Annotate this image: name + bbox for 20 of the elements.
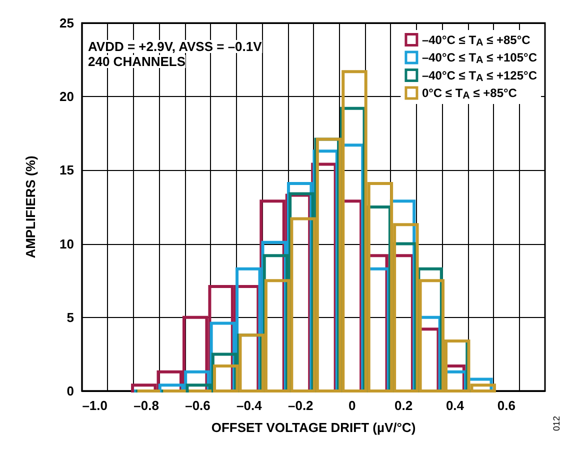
x-tick-label: –0.8 xyxy=(134,398,159,413)
x-tick-label: 0 xyxy=(348,398,356,413)
x-tick-label: 0.6 xyxy=(497,398,516,413)
x-tick-label: –0.6 xyxy=(185,398,210,413)
y-tick-label: 20 xyxy=(60,89,74,104)
x-tick-label: 0.2 xyxy=(394,398,413,413)
text: 012 xyxy=(552,416,562,431)
x-tick-label: –0.2 xyxy=(288,398,314,413)
x-tick-label: 0.4 xyxy=(446,398,465,413)
y-tick-label: 5 xyxy=(66,310,74,325)
y-tick-label: 10 xyxy=(60,236,74,252)
annotation: 240 CHANNELS xyxy=(88,54,186,69)
x-axis-title: OFFSET VOLTAGE DRIFT (µV/°C) xyxy=(211,420,416,435)
x-tick-label: –1.0 xyxy=(82,398,108,413)
y-tick-label: 15 xyxy=(60,162,74,178)
y-tick-label: 0 xyxy=(66,384,74,398)
y-tick-label: 25 xyxy=(60,16,74,30)
annotation: AVDD = +2.9V, AVSS = –0.1V xyxy=(88,39,262,54)
x-tick-label: –0.4 xyxy=(236,398,263,413)
y-axis-title: AMPLIFIERS (%) xyxy=(23,156,38,258)
